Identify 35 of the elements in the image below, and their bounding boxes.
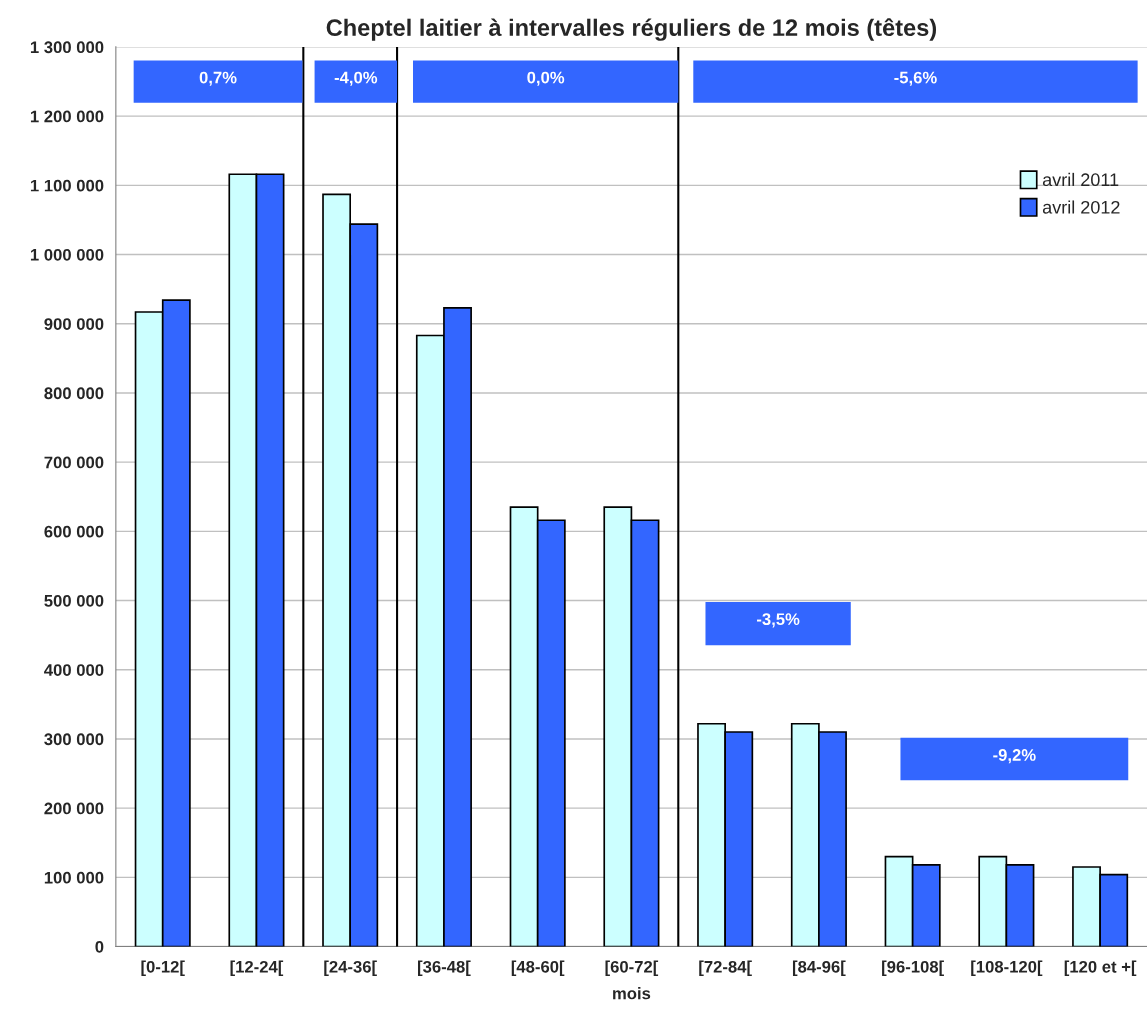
x-tick-label: [120 et +[ [1064, 960, 1137, 976]
x-tick-label: [24-36[ [324, 960, 377, 976]
y-tick-label: 800 000 [44, 387, 104, 400]
y-tick-label: 900 000 [44, 318, 104, 330]
x-tick-label: [72-84[ [699, 960, 752, 976]
y-tick-label: 100 000 [44, 871, 104, 884]
x-tick-label: [84-96[ [792, 960, 846, 976]
annotation: -4,0% [334, 71, 378, 86]
y-tick-label: 500 000 [44, 594, 104, 607]
y-tick-label: 1 200 000 [30, 110, 104, 123]
x-tick-label: [48-60[ [511, 960, 565, 976]
chart-title: Cheptel laitier à intervalles réguliers de 12 mois (têtes) [326, 18, 937, 41]
y-tick-label: 200 000 [44, 802, 104, 815]
x-tick-label: [12-24[ [230, 960, 284, 976]
annotation: -9,2% [993, 749, 1036, 764]
legend-label: avril 2012 [1042, 200, 1120, 214]
y-tick-label: 1 100 000 [30, 179, 104, 192]
x-tick-label: [36-48[ [418, 960, 471, 976]
y-tick-label: 1 000 000 [30, 248, 104, 261]
x-tick-label: [96-108[ [882, 960, 944, 976]
annotation: -5,6% [894, 71, 937, 86]
legend-label: avril 2011 [1042, 172, 1119, 187]
x-tick-label: [60-72[ [605, 960, 659, 976]
y-tick-label: 1 300 000 [30, 41, 104, 54]
y-tick-label: 0 [95, 940, 104, 953]
y-tick-label: 300 000 [44, 733, 104, 746]
annotation: 0,0% [527, 71, 565, 86]
y-tick-label: 700 000 [44, 456, 104, 469]
x-tick-label: [108-120[ [971, 960, 1043, 976]
y-tick-label: 400 000 [44, 664, 104, 676]
y-tick-label: 600 000 [44, 525, 104, 538]
x-axis-title: mois [613, 987, 651, 1000]
annotation: 0,7% [199, 71, 237, 86]
annotation: -3,5% [757, 613, 800, 628]
x-tick-label: [0-12[ [141, 960, 185, 976]
